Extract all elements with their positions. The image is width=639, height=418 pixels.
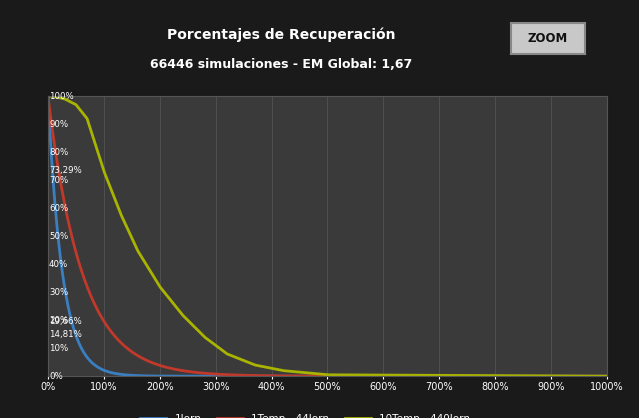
10Temp - 440Jorn [146,268,153,273]
1Temp - 44Jorn [380,374,387,379]
Text: 19,66%: 19,66% [49,317,82,326]
10Temp - 440Jorn [258,364,265,369]
Text: 60%: 60% [49,204,68,213]
Text: 20%: 20% [49,316,68,325]
Text: 14,81%: 14,81% [49,330,82,339]
Text: 80%: 80% [49,148,68,157]
Line: 10Temp - 440Jorn: 10Temp - 440Jorn [48,96,607,376]
Text: ZOOM: ZOOM [528,32,568,45]
1Jorn [380,374,387,379]
Text: 66446 simulaciones - EM Global: 1,67: 66446 simulaciones - EM Global: 1,67 [150,58,412,71]
1Jorn [44,94,52,99]
1Temp - 44Jorn [504,374,511,379]
1Temp - 44Jorn [461,374,469,379]
1Jorn [408,374,415,379]
Text: 73,29%: 73,29% [49,166,82,176]
10Temp - 440Jorn [380,372,387,377]
1Jorn [258,374,265,379]
10Temp - 440Jorn [504,373,511,378]
10Temp - 440Jorn [44,94,52,99]
1Temp - 44Jorn [258,373,265,378]
10Temp - 440Jorn [603,374,611,379]
Text: 0%: 0% [49,372,63,381]
Legend: 1Jorn, 1Temp - 44Jorn, 10Temp - 440Jorn: 1Jorn, 1Temp - 44Jorn, 10Temp - 440Jorn [136,409,474,418]
1Temp - 44Jorn [146,359,153,364]
1Temp - 44Jorn [603,374,611,379]
10Temp - 440Jorn [408,373,415,378]
1Jorn [603,374,611,379]
Text: 10%: 10% [49,344,68,353]
1Temp - 44Jorn [408,374,415,379]
Text: 90%: 90% [49,120,68,129]
Text: 50%: 50% [49,232,68,241]
10Temp - 440Jorn [461,373,469,378]
Line: 1Temp - 44Jorn: 1Temp - 44Jorn [48,96,607,376]
Text: 40%: 40% [49,260,68,269]
Text: 70%: 70% [49,176,68,185]
1Jorn [504,374,511,379]
Line: 1Jorn: 1Jorn [48,96,607,376]
Text: Porcentajes de Recuperación: Porcentajes de Recuperación [167,27,396,42]
1Jorn [146,373,153,378]
1Jorn [461,374,469,379]
Text: 30%: 30% [49,288,68,297]
Text: 100%: 100% [49,92,73,101]
1Temp - 44Jorn [44,94,52,99]
